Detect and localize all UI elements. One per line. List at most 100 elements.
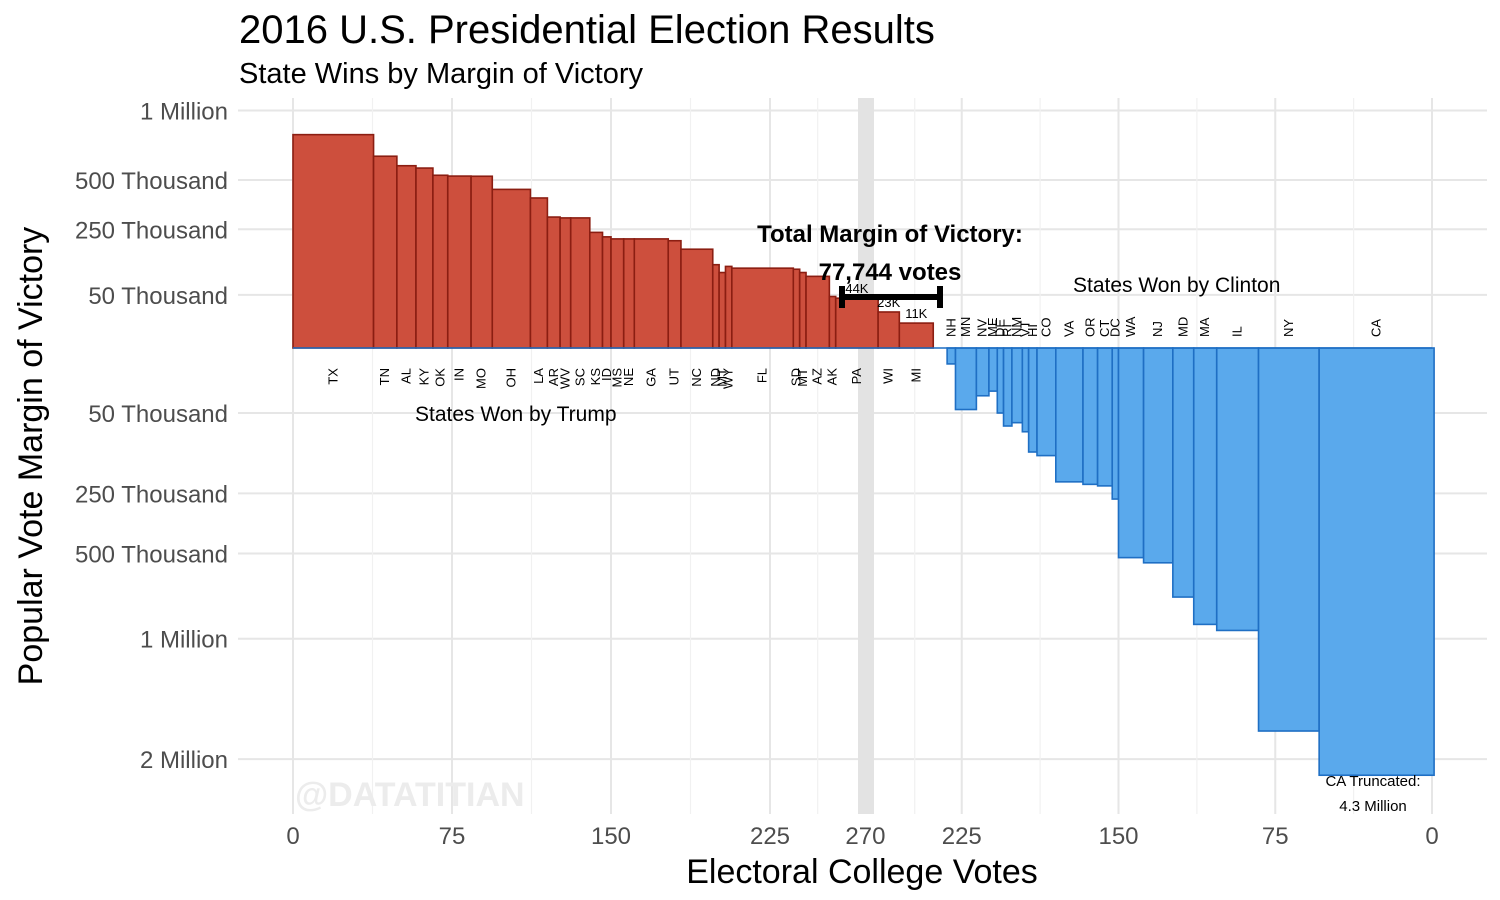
bar-clinton-va [1055,347,1084,483]
y-tick-label: 1 Million [140,99,228,126]
state-label-ny: NY [1281,319,1296,337]
bar-trump-nd [711,263,720,349]
bar-trump-ar [546,216,561,349]
group-label-clinton: States Won by Clinton [1073,274,1280,297]
y-tick-label: 500 Thousand [75,542,228,569]
bar-trump-tn [372,155,398,349]
y-tick-label: 250 Thousand [75,481,228,508]
state-label-az: AZ [810,368,825,385]
state-label-co: CO [1038,318,1053,338]
state-label-oh: OH [503,368,518,388]
state-label-ks: KS [588,368,603,386]
bar-trump-mt [718,271,727,349]
state-label-mt: MT [795,368,810,387]
state-label-la: LA [531,368,546,384]
y-tick-label: 50 Thousand [88,283,228,310]
state-label-ar: AR [546,368,561,386]
bar-clinton-me [988,347,999,392]
group-label-trump: States Won by Trump [415,403,617,426]
ca-truncated-label-1: CA Truncated: [1325,773,1420,790]
bar-trump-az [805,275,831,349]
bar-trump-ky [415,167,434,349]
bar-trump-al [396,164,417,349]
bar-clinton-de [996,347,1005,414]
x-tick-label: 150 [591,823,631,850]
state-label-nv: NV [975,319,990,337]
bar-trump-ga [633,238,670,349]
x-axis-title: Electoral College Votes [686,853,1038,891]
state-label-ma: MA [1197,317,1212,337]
bar-trump-mi [898,322,935,349]
bar-trump-la [529,197,549,349]
y-axis-title: Popular Vote Margin of Victory [12,227,50,686]
bar-clinton-ct [1096,347,1114,487]
bar-clinton-nj [1142,347,1174,564]
total-margin-title: Total Margin of Victory: [757,221,1023,248]
bar-trump-sd [792,268,801,349]
total-margin-bracket [839,286,943,308]
bar-trump-ok [432,174,449,349]
state-label-wi: WI [881,368,896,384]
bar-clinton-ny [1257,347,1320,732]
watermark: @DATATITIAN [295,776,525,814]
state-label-fl: FL [755,368,770,383]
bar-trump-mo [470,175,494,349]
x-tick-label: 0 [286,823,299,850]
state-label-md: MD [1175,317,1190,337]
state-label-mt: MT [714,368,729,387]
bar-clinton-md [1172,347,1195,598]
bar-clinton-nh [946,347,957,365]
chart-subtitle: State Wins by Margin of Victory [239,58,644,90]
bar-clinton-ca [1318,347,1435,777]
bar-value-label-mi: 11K [905,306,927,321]
state-label-wa: WA [1123,316,1138,337]
state-label-mo: MO [474,368,489,389]
bar-trump-ms [610,238,625,349]
y-tick-label: 250 Thousand [75,217,228,244]
state-label-va: VA [1061,320,1076,337]
state-label-il: IL [1230,326,1245,337]
x-tick-label: 225 [750,823,790,850]
bar-value-label-pa: 44K [845,281,868,296]
bar-trump-ut [667,239,682,349]
state-label-wy: WY [721,368,736,389]
bar-clinton-nv [975,347,990,397]
bar-clinton-ma [1192,347,1218,626]
bar-trump-ne [622,238,636,349]
state-label-ky: KY [416,368,431,386]
bar-trump-id [601,236,612,349]
y-tick-label: 500 Thousand [75,168,228,195]
y-tick-label: 50 Thousand [88,401,228,428]
state-label-hi: HI [1025,324,1040,337]
state-label-ri: RI [1000,324,1015,337]
y-tick-label: 1 Million [140,627,228,654]
y-axis-ticks: 1 Million 500 Thousand 250 Thousand 50 Thou… [75,99,228,775]
state-label-nc: NC [689,368,704,387]
bar-trump-wy [724,265,733,349]
state-label-me: ME [985,317,1000,337]
state-label-ut: UT [667,368,682,385]
y-tick-label: 2 Million [140,747,228,774]
state-label-sc: SC [572,368,587,386]
total-margin-value: 77,744 votes [819,259,962,286]
x-axis-ticks: 0 75 150 225 270 225 150 75 0 [286,823,1438,850]
state-label-nd: ND [708,368,723,387]
bar-trump-sc [569,217,591,349]
state-label-nh: NH [943,318,958,337]
state-label-ok: OK [432,368,447,387]
state-label-vt: VT [1017,320,1032,337]
x-tick-label: 75 [439,823,466,850]
bar-clinton-co [1036,347,1057,457]
state-label-tx: TX [325,368,340,385]
state-label-wv: WV [557,368,572,389]
bar-trump-ks [588,231,604,349]
state-label-dc: DC [1107,318,1122,337]
bar-trump-in [446,175,472,349]
state-label-in: IN [451,368,466,381]
bar-trump-tx [292,133,375,349]
bar-clinton-hi [1027,347,1038,453]
state-label-pa: PA [849,368,864,385]
state-label-id: ID [599,368,614,381]
state-label-sd: SD [789,368,804,386]
